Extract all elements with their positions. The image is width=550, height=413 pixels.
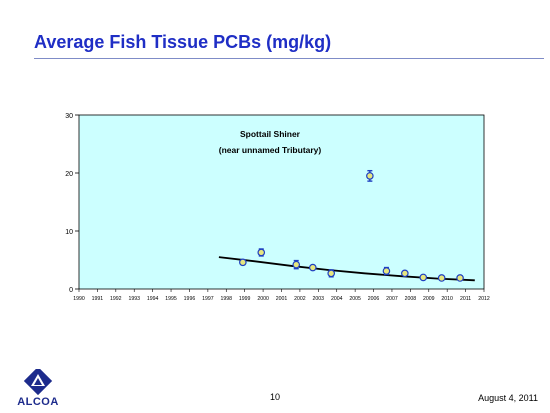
point-marker: [327, 269, 336, 278]
x-tick-label: 1995: [165, 296, 177, 302]
point-marker: [401, 269, 409, 278]
x-tick-label: 2009: [423, 296, 435, 302]
title-divider: [34, 58, 544, 59]
x-tick-label: 1998: [220, 296, 232, 302]
x-tick-label: 2008: [405, 296, 417, 302]
x-tick-label: 2007: [386, 296, 398, 302]
chart-title: Spottail Shiner: [240, 129, 301, 139]
x-tick-label: 1999: [239, 296, 251, 302]
x-tick-label: 1992: [110, 296, 122, 302]
trend-line: [218, 256, 475, 282]
logo-wordmark: ALCOA: [17, 396, 59, 408]
data-point: [308, 263, 317, 272]
data-point: [239, 258, 247, 267]
data-point: [292, 259, 301, 270]
point-marker: [257, 248, 266, 257]
data-point: [437, 274, 446, 282]
x-tick-label: 2003: [313, 296, 325, 302]
data-point: [382, 266, 391, 276]
y-tick-label: 0: [69, 287, 73, 294]
y-tick-label: 30: [65, 113, 73, 120]
plot-area: [78, 114, 485, 290]
x-tick-label: 1997: [202, 296, 214, 302]
x-tick-label: 2012: [478, 296, 490, 302]
y-tick-label: 20: [65, 171, 73, 178]
point-marker: [382, 267, 391, 275]
x-tick-label: 1991: [92, 296, 104, 302]
point-marker: [366, 172, 374, 180]
data-point: [456, 274, 464, 282]
x-axis: 1990 1991 1992 1993 1994 1995 1996 1997 1998 1999…: [73, 289, 490, 302]
data-point: [366, 169, 374, 182]
data-points: [239, 169, 464, 282]
alcoa-logo: [23, 369, 53, 396]
point-marker: [292, 260, 301, 269]
x-tick-label: 2011: [460, 296, 471, 302]
page-number: 10: [269, 392, 280, 402]
chart-subtitle: (near unnamed Tributary): [219, 145, 322, 155]
x-tick-label: 2005: [349, 296, 361, 302]
data-point: [419, 273, 428, 282]
x-tick-label: 2001: [276, 296, 288, 302]
x-tick-label: 2006: [368, 296, 380, 302]
x-tick-label: 1994: [147, 296, 159, 302]
x-tick-label: 1993: [128, 296, 140, 302]
point-marker: [456, 274, 464, 282]
point-marker: [437, 274, 446, 282]
x-tick-label: 1990: [73, 296, 85, 302]
data-point: [327, 269, 336, 278]
slide-title: Average Fish Tissue PCBs (mg/kg): [34, 32, 332, 52]
data-point: [401, 269, 409, 278]
y-axis: 0 10 20 30: [65, 113, 79, 294]
x-tick-label: 2010: [441, 296, 453, 302]
point-marker: [419, 273, 428, 282]
x-tick-label: 2004: [331, 296, 343, 302]
y-tick-label: 10: [65, 229, 73, 236]
x-tick-label: 1996: [184, 296, 196, 302]
data-point: [257, 248, 266, 257]
point-marker: [308, 263, 317, 272]
x-tick-label: 2002: [294, 296, 306, 302]
footer-date: August 4, 2011: [478, 393, 538, 403]
point-marker: [239, 258, 247, 267]
x-tick-label: 2000: [257, 296, 269, 302]
